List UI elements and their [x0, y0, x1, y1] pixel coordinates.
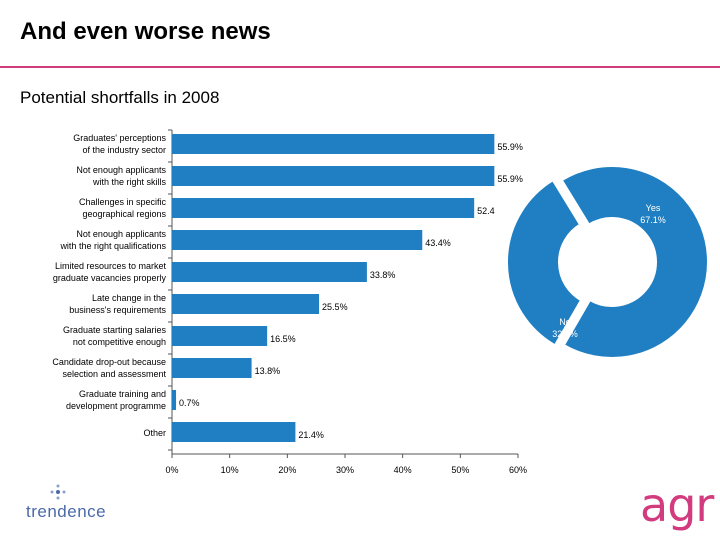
donut-slice-value: 67.1%	[640, 215, 666, 225]
category-label: of the industry sector	[82, 145, 166, 155]
donut-slice-label: Yes	[646, 203, 661, 213]
category-label: Late change in the	[92, 293, 166, 303]
bar	[172, 422, 296, 442]
x-tick-label: 10%	[221, 465, 239, 475]
category-label: business's requirements	[69, 305, 166, 315]
x-tick-label: 0%	[165, 465, 178, 475]
x-tick-label: 50%	[451, 465, 469, 475]
bar	[172, 262, 367, 282]
category-label: graduate vacancies properly	[53, 273, 167, 283]
bar	[172, 358, 252, 378]
bar-value-label: 0.7%	[179, 398, 200, 408]
x-tick-label: 40%	[394, 465, 412, 475]
bar-value-label: 43.4%	[425, 238, 451, 248]
bar	[172, 198, 475, 218]
title-divider	[0, 66, 720, 68]
category-label: Graduate starting salaries	[63, 325, 167, 335]
category-label: Graduate training and	[79, 389, 166, 399]
category-label: Not enough applicants	[76, 229, 166, 239]
x-tick-label: 20%	[278, 465, 296, 475]
bar	[172, 390, 177, 410]
category-label: Limited resources to market	[55, 261, 167, 271]
bar-value-label: 16.5%	[270, 334, 296, 344]
category-label: Graduates' perceptions	[73, 133, 166, 143]
category-label: geographical regions	[82, 209, 166, 219]
donut-slice	[506, 178, 583, 347]
bar-value-label: 52.4	[477, 206, 495, 216]
bar-value-label: 55.9%	[497, 174, 523, 184]
bar-value-label: 21.4%	[298, 430, 324, 440]
category-label: with the right qualifications	[59, 241, 166, 251]
donut-slice-value: 32.9%	[552, 329, 578, 339]
agr-logo: agr	[640, 478, 714, 532]
bar-value-label: 55.9%	[497, 142, 523, 152]
bar	[172, 230, 423, 250]
bar	[172, 134, 495, 154]
category-label: Candidate drop-out because	[52, 357, 166, 367]
trendence-logo: trendence	[22, 484, 142, 530]
category-label: Other	[143, 428, 166, 438]
bar-value-label: 25.5%	[322, 302, 348, 312]
trendence-wordmark: trendence	[26, 502, 107, 521]
bar-value-label: 13.8%	[255, 366, 281, 376]
x-tick-label: 30%	[336, 465, 354, 475]
category-label: Not enough applicants	[76, 165, 166, 175]
donut-slice-label: No	[559, 317, 571, 327]
x-tick-label: 60%	[509, 465, 527, 475]
bar	[172, 326, 268, 346]
bar-value-label: 33.8%	[370, 270, 396, 280]
bar	[172, 294, 320, 314]
chart-subtitle: Potential shortfalls in 2008	[20, 88, 220, 107]
category-label: not competitive enough	[73, 337, 166, 347]
bar	[172, 166, 495, 186]
category-label: with the right skills	[92, 177, 167, 187]
slide-title: And even worse news	[20, 18, 271, 45]
category-label: selection and assessment	[62, 369, 166, 379]
category-label: Challenges in specific	[79, 197, 167, 207]
category-label: development programme	[66, 401, 166, 411]
donut-slice	[560, 165, 709, 359]
trendence-mark-icon	[50, 484, 66, 500]
